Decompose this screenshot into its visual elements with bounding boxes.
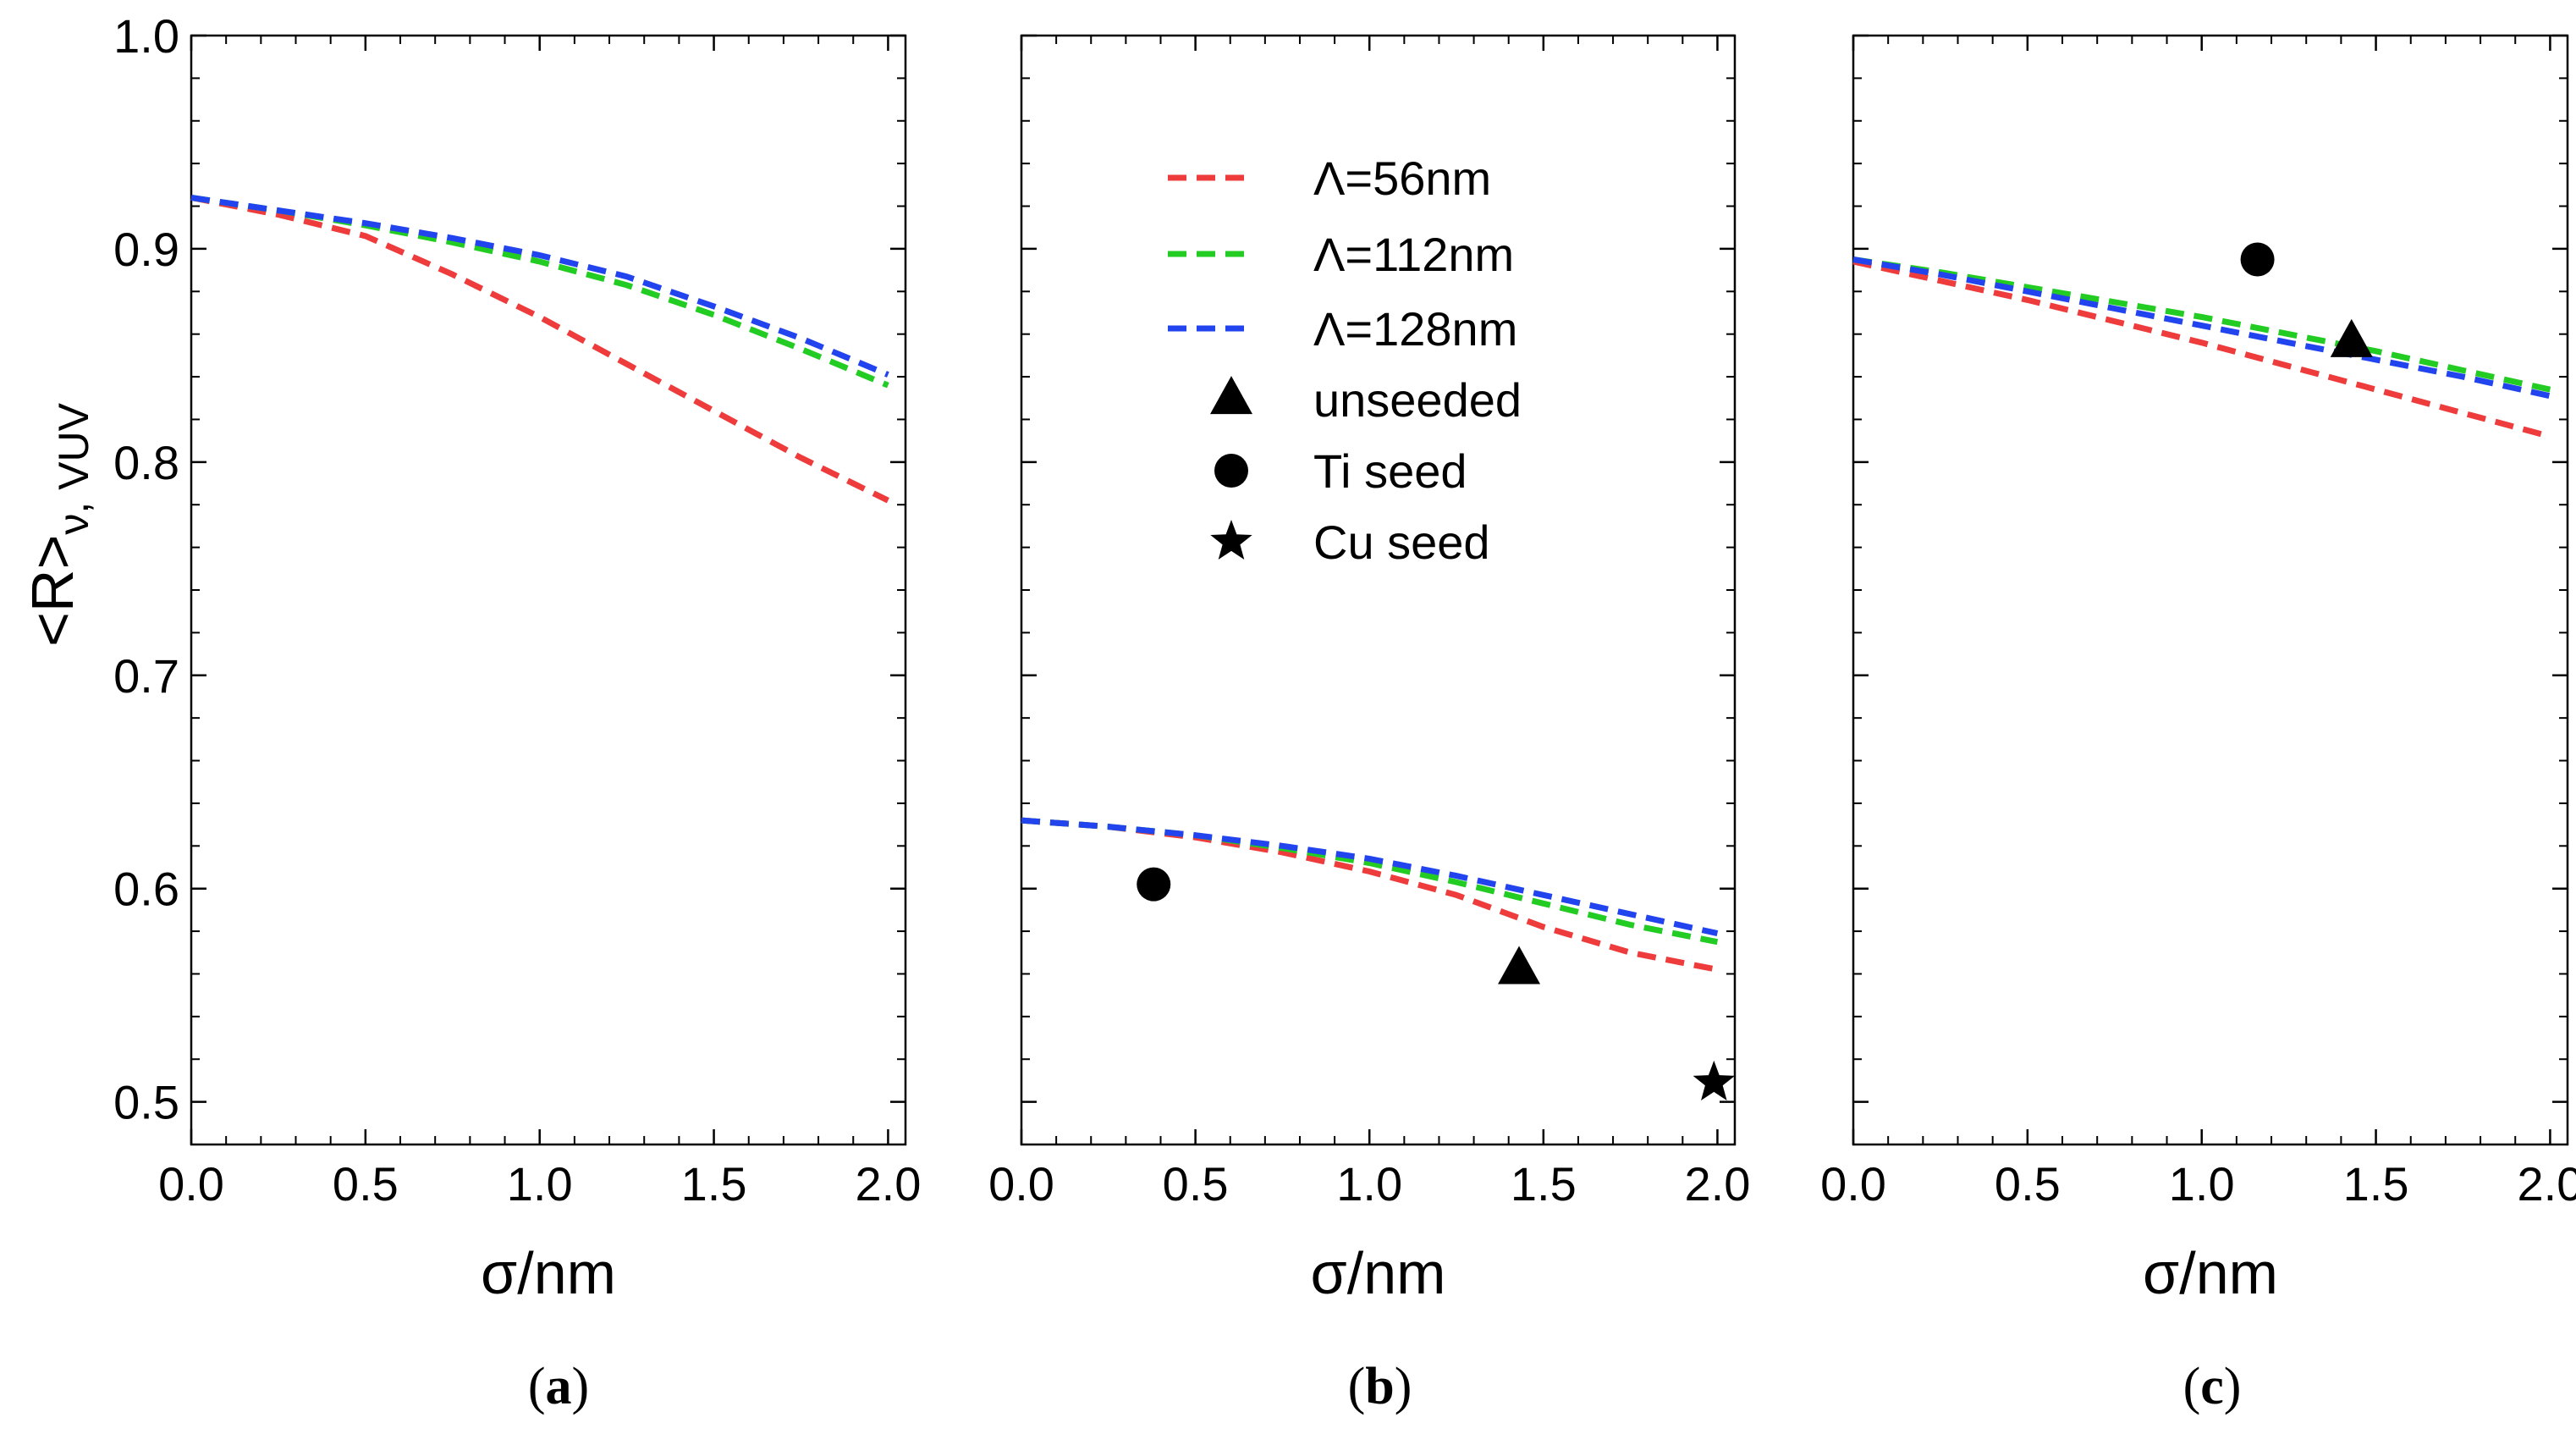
series-line-lambda-56nm [190,195,889,504]
legend-swatch-cu-seed [1210,520,1252,560]
panel-label-letter: c [2200,1358,2224,1415]
panel-b: 0.0 0.5 1.0 1.5 2.0 σ/nm (b) [988,34,1751,1415]
y-tick-label: 1.0 [113,9,179,63]
panel-label: (c) [2183,1358,2242,1415]
legend-label-lambda-56nm: Λ=56nm [1313,152,1491,205]
series-line-lambda-128nm [1852,256,2551,400]
marker-unseeded [1498,946,1541,984]
y-tick-label: 0.5 [113,1076,179,1129]
panel-label-open: ( [2183,1358,2201,1415]
x-tick-label: 0.0 [158,1157,224,1211]
marker-unseeded [2330,318,2373,357]
x-tick-label: 1.0 [1336,1157,1402,1211]
series-line-lambda-56nm [1852,258,2551,439]
legend-swatch-unseeded [1210,376,1252,415]
plot-frame [1852,34,2569,1146]
x-tick-label: 1.5 [1511,1157,1577,1211]
x-axis-label: σ/nm [481,1240,616,1306]
panel-label-letter: b [1365,1358,1394,1415]
x-tick-label: 0.5 [1163,1157,1229,1211]
panel-label: (a) [528,1358,589,1415]
panel-label-open: ( [528,1358,546,1415]
panel-label-close: ) [2224,1358,2242,1415]
series-line-lambda-56nm [1021,817,1719,973]
panel-label-close: ) [572,1358,590,1415]
series-line-lambda-128nm [1021,817,1719,937]
series-line-lambda-112nm [1021,817,1719,946]
legend: Λ=56nm Λ=112nm Λ=128nm unseeded Ti seed Cu se… [1168,152,1522,569]
x-axis-label: σ/nm [2143,1240,2278,1306]
panel-c: 0.0 0.5 1.0 1.5 2.0 σ/nm (c) [1820,34,2576,1415]
marker-cu-seed [1693,1060,1736,1100]
x-tick-label: 1.5 [681,1157,747,1211]
y-axis-label: <R>ν, VUV [19,402,97,647]
y-tick-label: 0.8 [113,436,179,489]
x-axis-label: σ/nm [1311,1240,1446,1306]
marker-ti-seed [1137,867,1171,902]
legend-swatch-ti-seed [1214,454,1248,488]
y-tick-label: 0.9 [113,223,179,276]
y-tick-label: 0.6 [113,863,179,916]
panel-a: 0.0 0.5 1.0 1.5 2.0 0.5 0.6 0.7 0.8 0.9 1.0 σ/nm (a) [113,9,921,1415]
y-tick-label: 0.7 [113,649,179,703]
x-tick-label: 0.0 [988,1157,1054,1211]
plot-frame [190,34,907,1146]
legend-label-lambda-112nm: Λ=112nm [1313,228,1514,281]
x-tick-label: 2.0 [855,1157,921,1211]
x-tick-label: 1.0 [2169,1157,2235,1211]
legend-label-lambda-128nm: Λ=128nm [1313,302,1517,356]
panel-label-open: ( [1348,1358,1366,1415]
legend-label-cu-seed: Cu seed [1313,516,1490,569]
x-tick-label: 0.5 [1995,1157,2061,1211]
x-tick-label: 0.5 [333,1157,399,1211]
legend-label-unseeded: unseeded [1313,373,1522,427]
x-tick-label: 2.0 [2517,1157,2576,1211]
panel-label: (b) [1348,1358,1412,1415]
x-tick-label: 1.0 [507,1157,573,1211]
x-tick-label: 0.0 [1820,1157,1886,1211]
x-tick-label: 1.5 [2343,1157,2409,1211]
x-tick-label: 2.0 [1685,1157,1751,1211]
panel-label-close: ) [1395,1358,1412,1415]
legend-label-ti-seed: Ti seed [1313,444,1467,498]
series-line-lambda-128nm [190,195,889,378]
series-line-lambda-112nm [190,195,889,389]
y-axis-label-subscript: ν, VUV [50,402,97,534]
marker-ti-seed [2240,242,2275,277]
panel-label-letter: a [546,1358,572,1415]
y-axis-label-main: <R> [19,535,85,647]
